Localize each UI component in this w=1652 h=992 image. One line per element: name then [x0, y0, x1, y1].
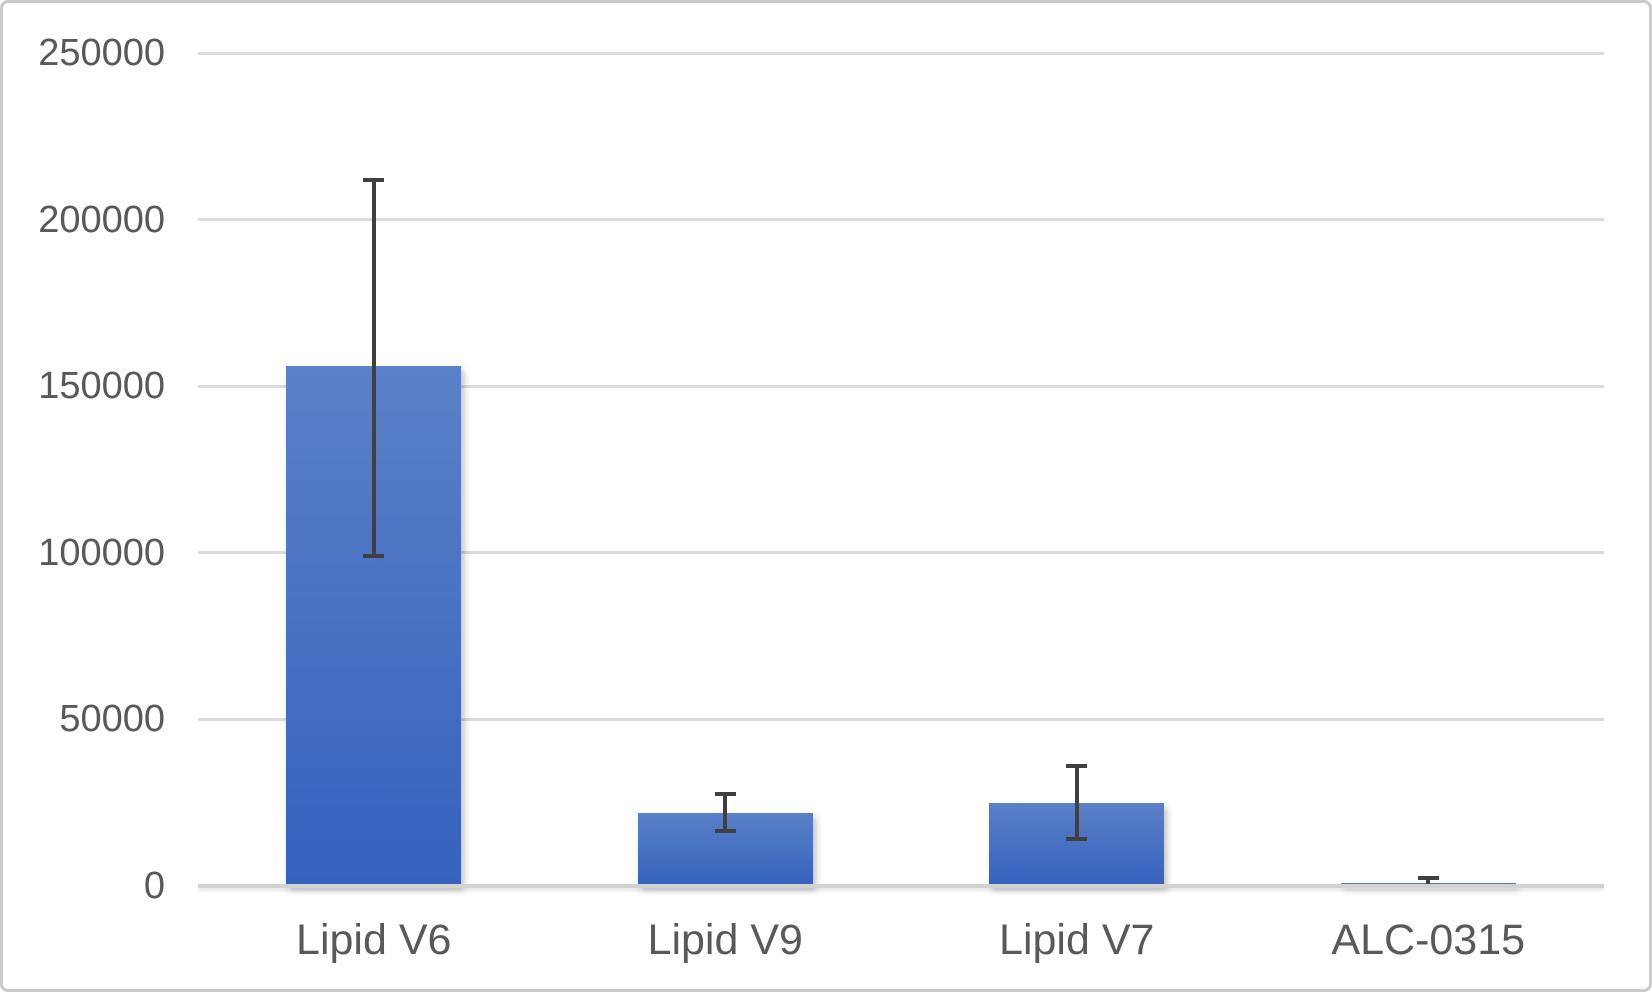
x-axis-category-label: ALC-0315 — [1331, 916, 1526, 964]
x-axis-category-label: Lipid V9 — [647, 916, 803, 964]
gridline — [198, 384, 1604, 388]
y-axis-tick-label: 50000 — [59, 698, 165, 741]
gridline — [198, 51, 1604, 55]
plot-area — [198, 51, 1604, 888]
error-bar — [723, 794, 728, 831]
x-axis-category-label: Lipid V7 — [999, 916, 1155, 964]
y-axis-tick-label: 0 — [143, 865, 165, 907]
error-bar-top-cap — [1066, 764, 1088, 769]
y-axis-tick-label: 100000 — [38, 531, 165, 574]
y-axis-tick-label: 200000 — [38, 198, 165, 241]
error-bar-top-cap — [1417, 876, 1439, 880]
gridline — [198, 551, 1604, 555]
error-bar-bottom-cap — [1066, 837, 1088, 842]
gridline — [198, 717, 1604, 721]
y-axis-tick-label: 150000 — [38, 365, 165, 408]
gridline — [198, 218, 1604, 222]
error-bar — [371, 179, 376, 557]
error-bar — [1426, 878, 1431, 886]
error-bar-bottom-cap — [714, 829, 736, 834]
error-bar-bottom-cap — [363, 554, 385, 559]
error-bar-top-cap — [363, 177, 385, 182]
y-axis-tick-label: 250000 — [38, 32, 165, 74]
x-axis-line — [198, 884, 1604, 888]
x-axis-category-label: Lipid V6 — [296, 916, 452, 964]
error-bar-top-cap — [714, 792, 736, 797]
error-bar — [1074, 766, 1079, 840]
